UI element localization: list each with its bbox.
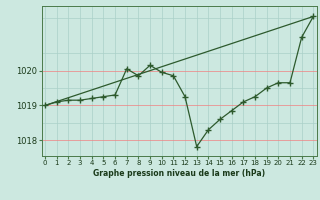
X-axis label: Graphe pression niveau de la mer (hPa): Graphe pression niveau de la mer (hPa)	[93, 169, 265, 178]
